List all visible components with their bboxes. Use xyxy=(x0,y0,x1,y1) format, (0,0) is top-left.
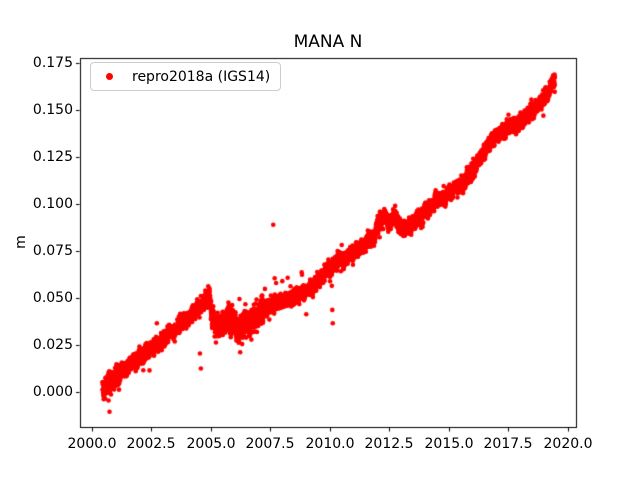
y-tick-label: 0.050 xyxy=(32,289,73,306)
x-tick-label: 2000.0 xyxy=(67,436,117,452)
chart-title: MANA N xyxy=(293,32,363,52)
x-tick-label: 2017.5 xyxy=(483,436,533,452)
y-tick-label: 0.175 xyxy=(32,54,73,71)
legend: repro2018a (IGS14) xyxy=(90,62,281,91)
x-tick-label: 2007.5 xyxy=(245,436,295,452)
y-tick-label: 0.150 xyxy=(32,101,73,118)
y-tick-label: 0.025 xyxy=(32,336,73,353)
x-tick-label: 2010.0 xyxy=(305,436,355,452)
y-tick-label: 0.000 xyxy=(32,383,73,400)
y-tick-label: 0.075 xyxy=(32,242,73,259)
legend-series-label: repro2018a (IGS14) xyxy=(132,68,271,85)
y-tick-label: 0.100 xyxy=(32,195,73,212)
x-tick-label: 2002.5 xyxy=(126,436,176,452)
x-tick-label: 2015.0 xyxy=(424,436,474,452)
x-tick-label: 2005.0 xyxy=(186,436,236,452)
y-tick-label: 0.125 xyxy=(32,148,73,165)
x-tick-label: 2012.5 xyxy=(364,436,414,452)
legend-dot-marker-icon xyxy=(106,73,113,80)
x-tick-label: 2020.0 xyxy=(543,436,593,452)
